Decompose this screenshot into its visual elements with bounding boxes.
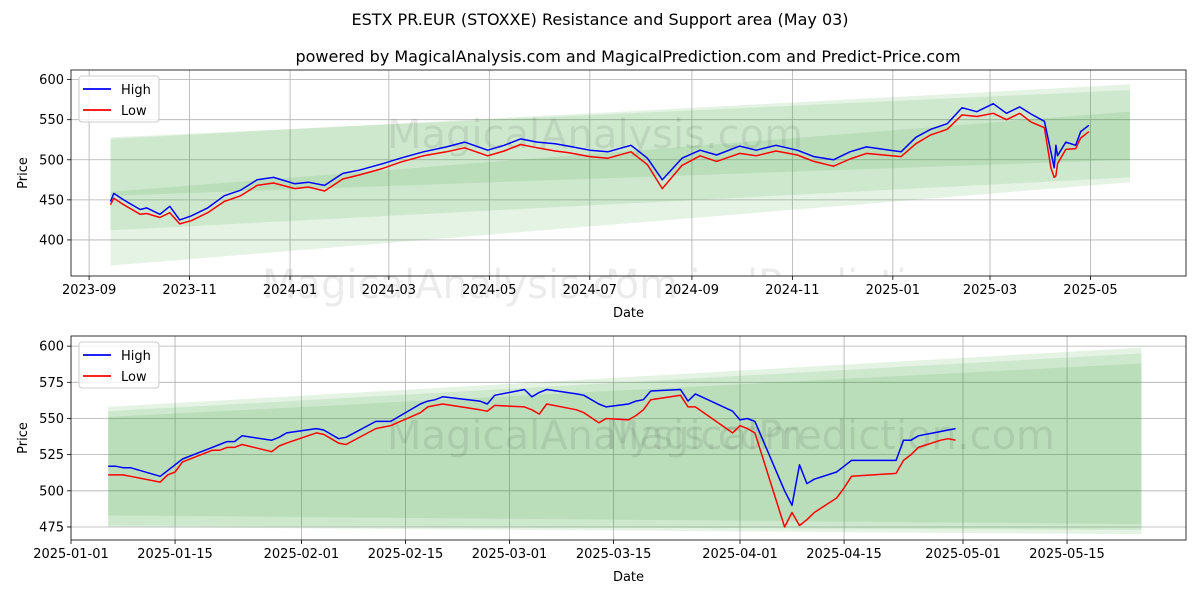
series-line-low: [109, 112, 1090, 225]
x-tick-label: 2025-02-01: [264, 547, 340, 562]
x-axis-label: Date: [613, 570, 644, 585]
x-tick-label: 2025-01: [866, 283, 920, 298]
plot-frame: [70, 335, 1187, 541]
x-tick-label: 2024-09: [665, 283, 719, 298]
y-tick-label: 400: [39, 233, 64, 248]
x-tick-label: 2025-05: [1063, 283, 1117, 298]
x-tick-label: 2025-03-01: [472, 547, 548, 562]
x-tick-label: 2024-05: [462, 283, 516, 298]
x-tick-label: 2025-03: [963, 283, 1017, 298]
x-tick-label: 2025-01-15: [137, 547, 213, 562]
watermark-magicalprediction: MagicalPrediction.com: [605, 262, 1055, 308]
x-tick-label: 2024-03: [362, 283, 416, 298]
series-line-high: [108, 388, 956, 507]
y-tick-label: 575: [39, 376, 64, 391]
y-axis-label: Price: [16, 422, 31, 454]
support-resistance-band: [110, 84, 1131, 266]
watermark-magicalanalysis-lower: MagicalAnalysis.com: [262, 262, 678, 308]
y-tick-label: 500: [39, 484, 64, 499]
support-resistance-band: [108, 363, 1142, 525]
y-tick-label: 600: [39, 73, 64, 88]
x-tick-label: 2025-02-15: [368, 547, 444, 562]
y-tick-label: 475: [39, 520, 64, 535]
y-tick-label: 600: [39, 340, 64, 355]
chart-title: ESTX PR.EUR (STOXXE) Resistance and Supp…: [351, 10, 848, 29]
x-tick-label: 2025-01-01: [33, 547, 109, 562]
support-resistance-band: [110, 111, 1131, 196]
chart-subtitle: powered by MagicalAnalysis.com and Magic…: [295, 47, 960, 66]
support-resistance-band: [110, 90, 1131, 231]
y-tick-label: 550: [39, 412, 64, 427]
legend-label-high: High: [121, 349, 151, 364]
x-tick-label: 2024-11: [765, 283, 819, 298]
x-tick-label: 2025-05-15: [1029, 547, 1105, 562]
y-tick-label: 450: [39, 193, 64, 208]
x-tick-label: 2025-04-15: [806, 547, 882, 562]
x-tick-label: 2025-05-01: [925, 547, 1001, 562]
legend: High Low: [78, 341, 160, 389]
legend-label-low: Low: [121, 370, 147, 385]
support-resistance-band: [108, 347, 1142, 535]
x-tick-label: 2024-07: [563, 283, 617, 298]
series-line-high: [109, 102, 1090, 221]
x-tick-label: 2024-01: [263, 283, 317, 298]
x-axis-label: Date: [613, 306, 644, 321]
series-line-low: [108, 394, 956, 528]
y-tick-label: 525: [39, 448, 64, 463]
legend-label-high: High: [121, 83, 151, 98]
bottom-panel: MagicalAnalysis.comMagicalPrediction.com…: [16, 335, 1187, 585]
x-tick-label: 2023-09: [62, 283, 116, 298]
y-tick-label: 500: [39, 153, 64, 168]
x-tick-label: 2025-04-01: [702, 547, 778, 562]
x-tick-label: 2023-11: [162, 283, 216, 298]
plot-frame: [70, 69, 1187, 277]
y-tick-label: 550: [39, 113, 64, 128]
y-axis-label: Price: [16, 157, 31, 189]
watermark-magicalprediction: MagicalPrediction.com: [605, 413, 1055, 459]
legend-label-low: Low: [121, 104, 147, 119]
support-resistance-band: [108, 353, 1142, 530]
x-tick-label: 2025-03-15: [576, 547, 652, 562]
legend: High Low: [78, 75, 160, 123]
top-panel: MagicalAnalysis.comMagicalPrediction.com…: [16, 69, 1187, 321]
